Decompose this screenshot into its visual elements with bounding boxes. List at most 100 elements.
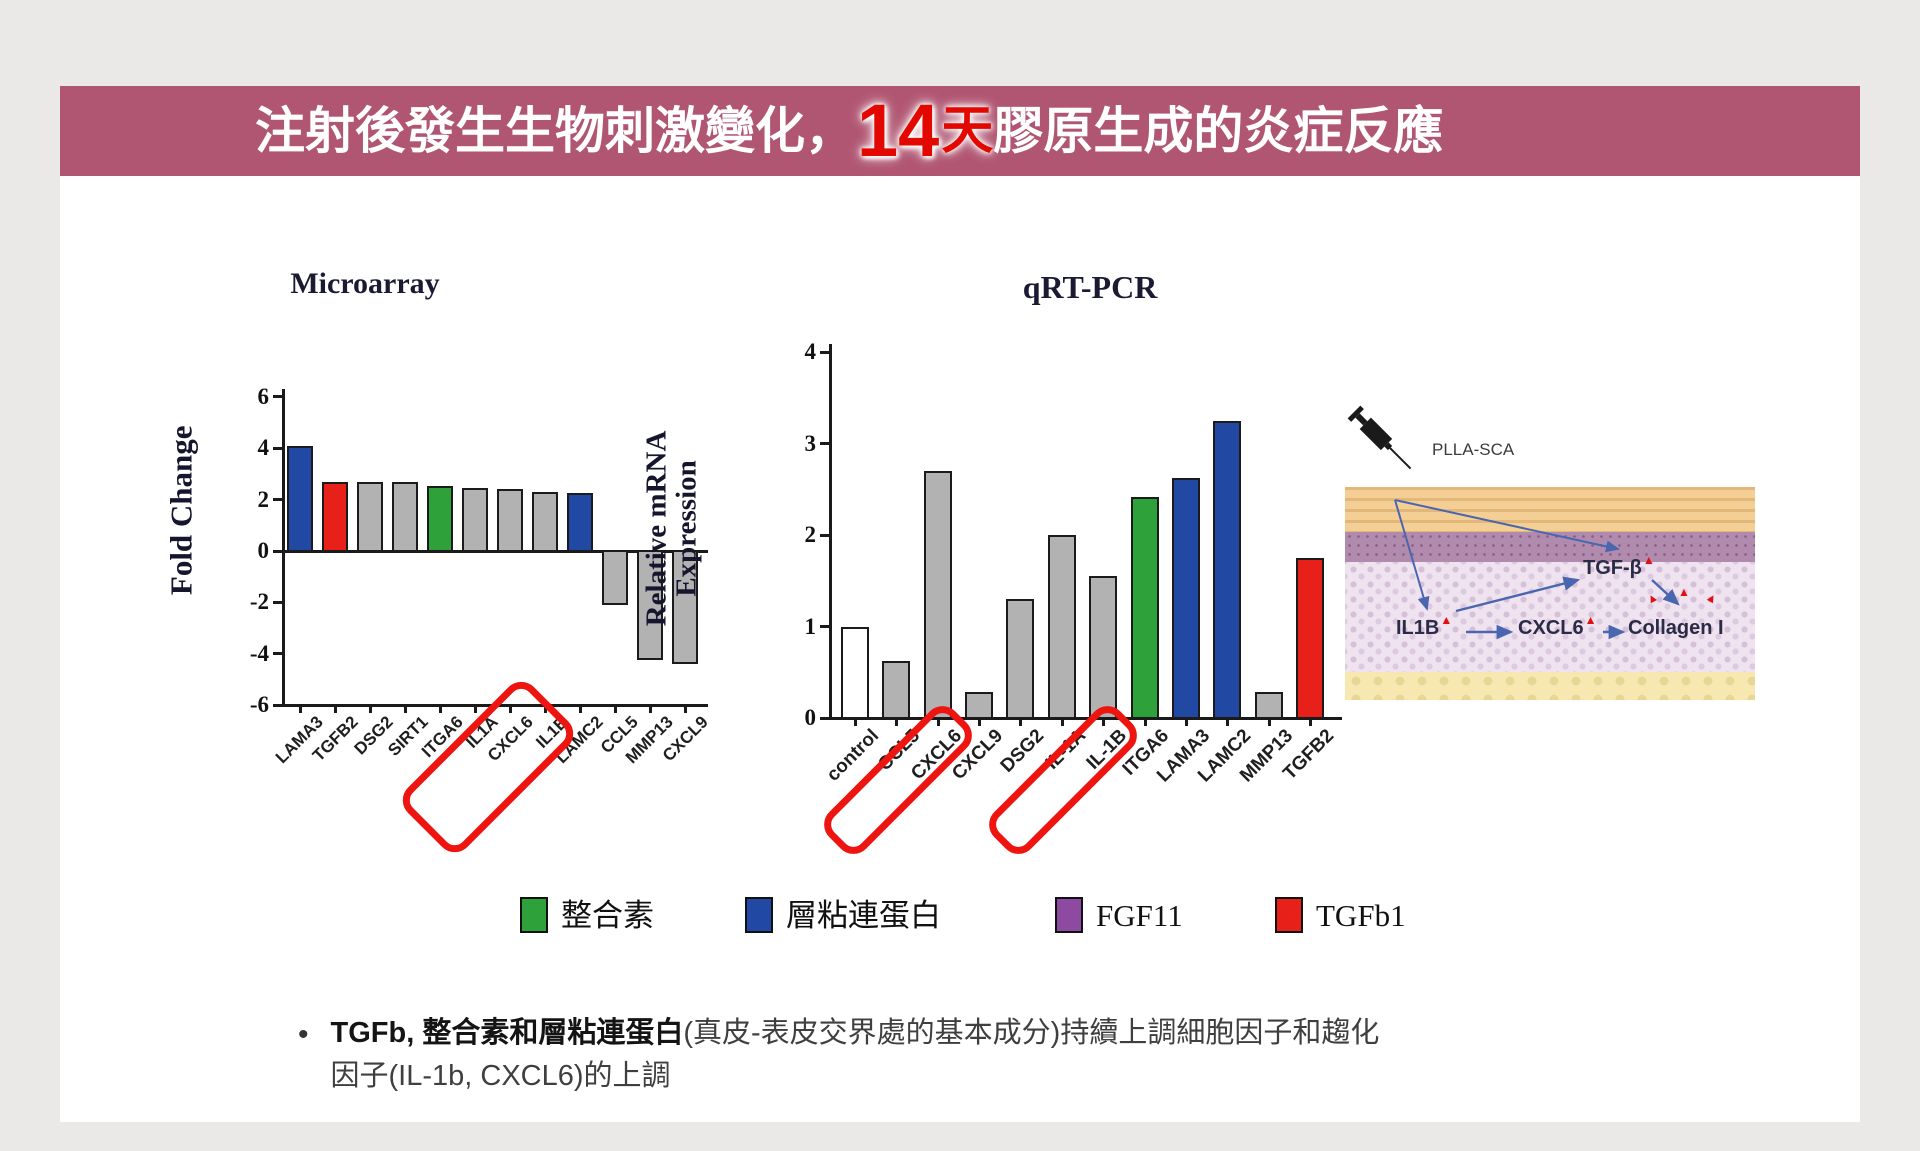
- x-tick: [1060, 718, 1064, 726]
- x-tick: [613, 705, 617, 713]
- x-tick: [473, 705, 477, 713]
- y-tick: [820, 625, 830, 628]
- chart-title: Microarray: [290, 267, 440, 300]
- syringe-icon: [1347, 405, 1412, 470]
- header-title: 注射後發生生物刺激變化， 14 天膠原生成的炎症反應: [255, 94, 1443, 168]
- x-tick: [853, 718, 857, 726]
- skin-layer-dermis: [1345, 562, 1755, 672]
- bar-IL1A: [462, 488, 488, 552]
- y-tick-label: 1: [804, 613, 817, 639]
- y-tick-label: 4: [257, 435, 270, 461]
- bar-CCL5: [602, 550, 628, 605]
- bar-LAMC2: [567, 493, 593, 552]
- skin-layer-epidermis: [1345, 532, 1755, 565]
- upregulated-arrow-icon: ▲: [1584, 613, 1597, 627]
- x-tick: [1101, 718, 1105, 726]
- legend-label: TGFb1: [1316, 897, 1406, 933]
- y-tick-label: -4: [249, 640, 269, 666]
- x-tick: [977, 718, 981, 726]
- x-tick: [333, 705, 337, 713]
- bar-LAMA3: [287, 445, 313, 552]
- x-tick: [578, 705, 582, 713]
- skin-pathway-diagram: PLLA-SCA TGF-β ▲ IL1B ▲ CXCL6 ▲ Collagen…: [1340, 400, 1770, 710]
- x-tick: [438, 705, 442, 713]
- y-tick-label: -2: [249, 589, 269, 615]
- y-tick-label: 6: [257, 383, 270, 409]
- x-tick: [298, 705, 302, 713]
- y-tick-label: 3: [804, 430, 817, 456]
- x-tick: [368, 705, 372, 713]
- summary-bullet: • TGFb, 整合素和層粘連蛋白(真皮-表皮交界處的基本成分)持續上調細胞因子…: [298, 1012, 1379, 1098]
- y-tick-label: 0: [257, 538, 270, 563]
- bullet-text: TGFb, 整合素和層粘連蛋白(真皮-表皮交界處的基本成分)持續上調細胞因子和趨…: [331, 1012, 1380, 1098]
- bar-IL-1B: [1089, 576, 1117, 719]
- y-axis-label: Fold Change: [163, 425, 199, 596]
- bullet-bold-text: TGFb, 整合素和層粘連蛋白: [330, 1017, 684, 1049]
- x-tick: [894, 718, 898, 726]
- bar-MMP13: [637, 550, 663, 661]
- bar-CXCL9: [672, 550, 698, 664]
- qrtpcr-chart: qRT-PCR Relative mRNA Expression 4 3 2 1 0 contr…: [641, 255, 1430, 885]
- header-banner: 注射後發生生物刺激變化， 14 天膠原生成的炎症反應: [60, 86, 1860, 176]
- y-tick: [273, 703, 283, 707]
- y-axis: [829, 344, 832, 720]
- upregulated-arrow-icon: ▲: [1440, 613, 1453, 627]
- legend-swatch-green: [520, 897, 548, 933]
- x-tick: [1267, 718, 1271, 726]
- legend-swatch-purple: [1055, 897, 1083, 933]
- bar-TGFB2: [322, 481, 348, 552]
- node-label: CXCL6: [1518, 617, 1584, 639]
- bar-TGFB2: [1296, 557, 1324, 719]
- y-tick: [820, 442, 830, 445]
- x-tick: [1018, 718, 1022, 726]
- legend-swatch-blue: [745, 897, 773, 933]
- x-tick: [1143, 718, 1147, 726]
- legend-label: 整合素: [561, 897, 654, 933]
- x-tick: [403, 705, 407, 713]
- skin-layer-stratum: [1345, 487, 1755, 532]
- bar-CCL5: [882, 661, 910, 719]
- header-text-pre: 注射後發生生物刺激變化，: [255, 103, 855, 159]
- header-highlight-number: 14: [857, 89, 940, 172]
- bullet-line2: 因子(IL-1b, CXCL6)的上調: [330, 1059, 671, 1092]
- y-tick: [273, 549, 283, 553]
- x-tick: [648, 705, 652, 713]
- bullet-marker: •: [298, 1018, 309, 1051]
- node-label: IL1B: [1396, 617, 1440, 639]
- zero-line: [832, 716, 1342, 720]
- x-tick: [1308, 718, 1312, 726]
- bar-SIRT1: [392, 481, 418, 552]
- collagen-up-arrow-icon: ▲: [1678, 585, 1690, 599]
- bar-IL-1A: [1048, 535, 1076, 719]
- bar-LAMA3: [1172, 478, 1200, 719]
- header-highlight-unit: 天: [941, 102, 994, 160]
- x-tick: [936, 718, 940, 726]
- x-tick: [683, 705, 687, 713]
- y-tick-label: -6: [249, 692, 269, 718]
- legend-item-tgfb1: TGFb1: [1275, 896, 1406, 934]
- x-tick: [543, 705, 547, 713]
- bar-DSG2: [357, 481, 383, 552]
- y-tick-label: 4: [804, 339, 817, 364]
- bar-CXCL6: [924, 470, 952, 719]
- node-label: TGF-β: [1583, 557, 1642, 579]
- bar-CXCL9: [965, 692, 993, 719]
- bar-CXCL6: [497, 489, 523, 552]
- pathway-arrows: [1347, 405, 1680, 640]
- chart-title: qRT-PCR: [1022, 269, 1158, 305]
- legend-item-integrin: 整合素: [520, 896, 654, 934]
- y-tick-label: 2: [804, 522, 817, 547]
- node-collagen: Collagen I: [1628, 618, 1724, 638]
- y-axis: [282, 388, 285, 707]
- upregulated-arrow-icon: ▲: [1642, 553, 1655, 567]
- zero-line: [285, 549, 708, 553]
- x-axis: [285, 703, 708, 707]
- bar-MMP13: [1255, 692, 1283, 719]
- legend-label: 層粘連蛋白: [786, 897, 941, 933]
- x-tick: [508, 705, 512, 713]
- skin-layer-subcutaneous: [1345, 672, 1755, 700]
- legend-item-fgf11: FGF11: [1055, 896, 1183, 934]
- bar-LAMC2: [1213, 420, 1241, 719]
- y-tick: [273, 600, 283, 604]
